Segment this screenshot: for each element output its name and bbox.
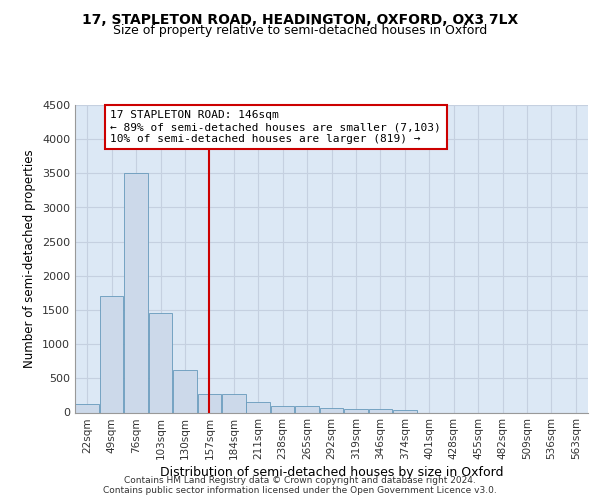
Text: Size of property relative to semi-detached houses in Oxford: Size of property relative to semi-detach…: [113, 24, 487, 37]
Bar: [222, 394, 245, 412]
Bar: [368, 409, 392, 412]
Bar: [344, 409, 368, 412]
Text: Contains HM Land Registry data © Crown copyright and database right 2024.
Contai: Contains HM Land Registry data © Crown c…: [103, 476, 497, 495]
Bar: [100, 296, 124, 412]
Bar: [271, 406, 295, 412]
X-axis label: Distribution of semi-detached houses by size in Oxford: Distribution of semi-detached houses by …: [160, 466, 503, 479]
Bar: [247, 402, 270, 412]
Bar: [124, 174, 148, 412]
Bar: [320, 408, 343, 412]
Bar: [197, 394, 221, 412]
Bar: [173, 370, 197, 412]
Bar: [295, 406, 319, 412]
Bar: [393, 410, 416, 412]
Text: 17, STAPLETON ROAD, HEADINGTON, OXFORD, OX3 7LX: 17, STAPLETON ROAD, HEADINGTON, OXFORD, …: [82, 12, 518, 26]
Y-axis label: Number of semi-detached properties: Number of semi-detached properties: [23, 150, 37, 368]
Bar: [76, 404, 99, 412]
Text: 17 STAPLETON ROAD: 146sqm
← 89% of semi-detached houses are smaller (7,103)
10% : 17 STAPLETON ROAD: 146sqm ← 89% of semi-…: [110, 110, 441, 144]
Bar: [149, 314, 172, 412]
